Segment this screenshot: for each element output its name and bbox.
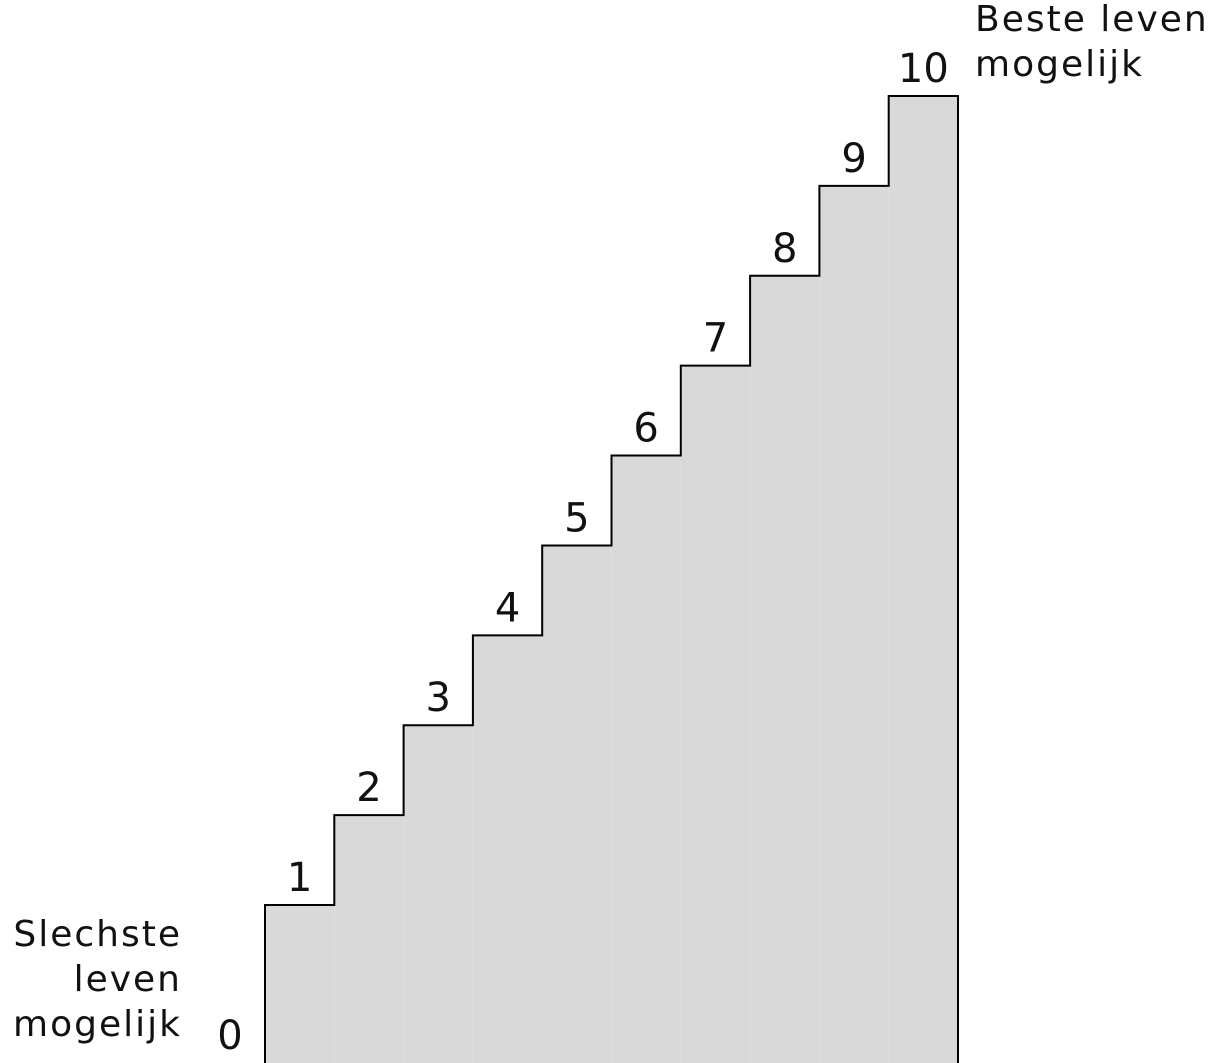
step-number-2: 2 <box>356 765 381 811</box>
staircase-outline <box>264 95 959 1063</box>
worst-life-label-line: mogelijk <box>13 1004 182 1045</box>
step-number-7: 7 <box>703 316 728 362</box>
step-number-3: 3 <box>426 675 451 721</box>
worst-life-label: Slechste leven mogelijk <box>13 912 182 1047</box>
step-number-10: 10 <box>898 46 949 92</box>
step-number-1: 1 <box>287 855 312 901</box>
worst-life-label-line: leven <box>73 959 182 1000</box>
worst-life-label-line: Slechste <box>13 914 182 955</box>
step-number-9: 9 <box>841 136 866 182</box>
step-number-5: 5 <box>564 495 589 541</box>
step-number-0: 0 <box>217 1013 242 1059</box>
best-life-label: Beste leven mogelijk <box>975 0 1209 87</box>
best-life-label-line: mogelijk <box>975 44 1144 85</box>
step-number-8: 8 <box>772 226 797 272</box>
best-life-label-line: Beste leven <box>975 0 1209 40</box>
step-number-6: 6 <box>633 406 658 452</box>
step-number-4: 4 <box>495 585 520 631</box>
